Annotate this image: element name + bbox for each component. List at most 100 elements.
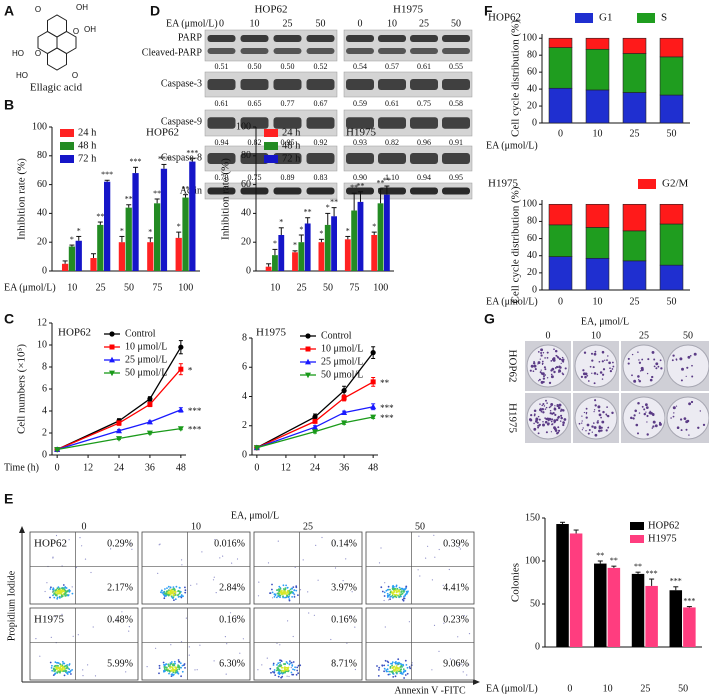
flow-event xyxy=(393,585,395,588)
band-quantification: 0.95 xyxy=(281,138,295,147)
quadrant-percent: 0.39% xyxy=(443,538,469,549)
blot-band xyxy=(410,79,438,90)
flow-event xyxy=(287,596,290,599)
panel-label: E xyxy=(4,491,13,507)
x-tick-label: 10 xyxy=(270,282,280,293)
bar-segment xyxy=(585,257,610,291)
flow-event xyxy=(158,667,161,669)
flow-event xyxy=(449,658,451,660)
colony xyxy=(593,372,597,375)
flow-event xyxy=(61,590,64,593)
bar xyxy=(182,197,189,271)
bar xyxy=(90,258,97,271)
blot-band xyxy=(346,153,374,164)
colony xyxy=(540,372,544,375)
legend-swatch xyxy=(264,129,278,137)
cell-line-label: HOP62 xyxy=(506,349,518,382)
legend-label: Control xyxy=(321,330,352,341)
flow-event xyxy=(286,669,289,672)
legend-swatch xyxy=(60,129,74,137)
concentration-label: 50 xyxy=(451,18,461,29)
flow-event xyxy=(173,664,175,667)
blot-band xyxy=(273,35,302,42)
flow-event xyxy=(54,661,57,664)
series-line xyxy=(56,368,182,451)
flow-event xyxy=(273,596,276,598)
flow-event xyxy=(287,620,289,622)
atom-label: O xyxy=(35,5,41,14)
flow-event xyxy=(294,666,296,669)
flow-event xyxy=(181,664,184,667)
colony xyxy=(596,373,599,376)
flow-event xyxy=(389,588,391,591)
colony xyxy=(537,380,540,382)
flow-event xyxy=(398,586,401,589)
band-quantification: 0.82 xyxy=(248,138,262,147)
colony xyxy=(651,350,655,354)
flow-event xyxy=(394,675,397,678)
colony xyxy=(609,367,611,370)
flow-event xyxy=(177,672,180,675)
colony xyxy=(685,420,689,424)
flow-event xyxy=(427,545,429,547)
flow-event xyxy=(183,663,186,665)
flow-event xyxy=(61,660,64,663)
flow-event xyxy=(419,575,421,577)
flow-event xyxy=(129,543,132,545)
flow-event xyxy=(146,666,148,668)
flow-event xyxy=(224,636,226,638)
panel-label: D xyxy=(150,3,160,19)
y-tick-label: 20 xyxy=(241,236,251,247)
bar xyxy=(569,533,583,647)
flow-event xyxy=(270,671,272,674)
colony xyxy=(537,361,541,365)
concentration-label: 10 xyxy=(191,521,201,532)
atom-label: O xyxy=(73,27,79,36)
colony xyxy=(556,432,559,435)
flow-event xyxy=(177,596,180,598)
colony xyxy=(548,381,552,385)
colony xyxy=(533,409,537,413)
flow-event xyxy=(400,593,403,595)
blot-band xyxy=(207,79,236,90)
significance-label: ** xyxy=(380,378,390,388)
quadrant-percent: 0.48% xyxy=(107,614,133,625)
cell-line-label: HOP62 xyxy=(34,538,67,550)
series-line xyxy=(256,406,374,449)
flow-event xyxy=(177,664,180,666)
flow-event xyxy=(160,591,162,594)
flow-event xyxy=(174,662,176,665)
flow-event xyxy=(293,589,296,591)
blot-band xyxy=(240,117,269,129)
x-axis-label: EA (μmol/L) xyxy=(4,282,56,293)
colony xyxy=(627,357,630,360)
blot-band xyxy=(273,79,302,90)
blot-band xyxy=(378,48,406,54)
colony xyxy=(558,365,561,368)
flow-event xyxy=(174,598,177,601)
atom-label: O xyxy=(35,49,41,58)
y-tick-label: 2 xyxy=(42,427,47,438)
legend-swatch xyxy=(575,13,593,23)
colony xyxy=(558,357,562,361)
colony xyxy=(608,361,611,365)
flow-event xyxy=(392,671,394,674)
bar xyxy=(175,237,182,271)
bar-segment xyxy=(548,224,573,257)
concentration-label: 50 xyxy=(316,18,326,29)
flow-event xyxy=(383,670,385,673)
band-quantification: 0.61 xyxy=(417,62,431,71)
y-tick-label: 0 xyxy=(535,641,540,652)
colony xyxy=(681,367,684,371)
flow-event xyxy=(431,669,433,671)
flow-event xyxy=(64,595,67,597)
flow-event xyxy=(214,539,216,541)
chart-title: H1975 xyxy=(256,327,286,339)
bar-segment xyxy=(622,37,647,54)
flow-event xyxy=(389,667,392,669)
colony xyxy=(538,423,541,426)
flow-event xyxy=(52,556,54,558)
x-tick-label: 12 xyxy=(83,462,93,473)
flow-event xyxy=(438,548,440,551)
flow-event xyxy=(171,666,174,669)
